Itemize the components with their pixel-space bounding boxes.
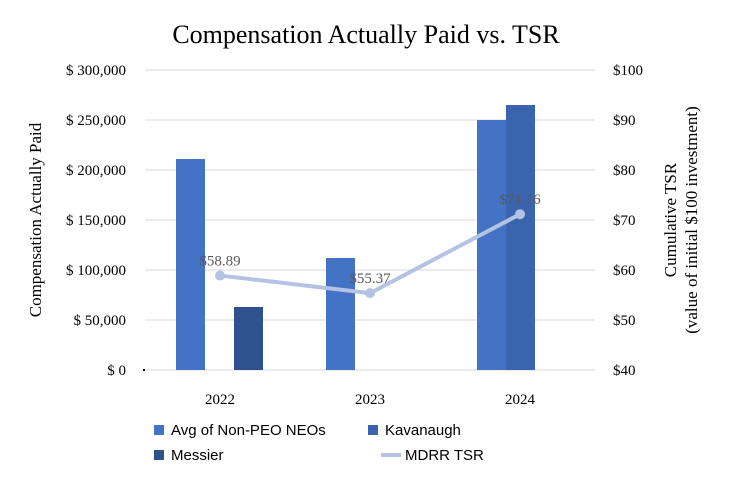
legend-label: Kavanaugh: [385, 422, 461, 439]
legend-label: Avg of Non-PEO NEOs: [171, 422, 326, 439]
y2-axis-ticks: $40 $50 $60 $70 $80 $90 $100: [613, 63, 643, 379]
y2-tick-label: $40: [613, 363, 636, 379]
bar-avg-of-non-peo-neos-2023: [326, 258, 355, 370]
y-tick-label: $ 200,000: [66, 163, 126, 179]
legend-swatch: [154, 425, 164, 435]
y2-tick-label: $50: [613, 313, 636, 329]
y-tick-label: $ 300,000: [66, 63, 126, 79]
axis-origin-mark: [143, 369, 145, 371]
y2-tick-label: $100: [613, 63, 643, 79]
legend-swatch: [368, 425, 378, 435]
tsr-point-2022: [215, 270, 225, 281]
x-tick-label: 2024: [505, 392, 536, 408]
tsr-point-2023: [365, 288, 375, 299]
y-axis-ticks: $ 0 $ 50,000 $ 100,000 $ 150,000 $ 200,000 $ …: [66, 63, 126, 379]
bar-avg-of-non-peo-neos-2022: [176, 159, 205, 370]
bar-messier-2022: [234, 307, 263, 370]
y2-tick-label: $90: [613, 113, 636, 129]
tsr-data-label: $55.37: [349, 271, 391, 287]
y2-axis-title-line2: (value of initial $100 investment): [682, 106, 701, 334]
y-axis-title: Compensation Actually Paid: [26, 122, 45, 317]
y-tick-label: $ 0: [107, 363, 126, 379]
legend-label: Messier: [171, 447, 224, 464]
bar-kavanaugh-2024: [506, 105, 535, 370]
y-tick-label: $ 100,000: [66, 263, 126, 279]
y-tick-label: $ 250,000: [66, 113, 126, 129]
x-tick-label: 2023: [355, 392, 385, 408]
y2-axis-title-line1: Cumulative TSR: [661, 162, 680, 277]
y2-tick-label: $60: [613, 263, 636, 279]
bar-avg-of-non-peo-neos-2024: [477, 120, 506, 370]
y2-tick-label: $70: [613, 213, 636, 229]
x-tick-label: 2022: [205, 392, 235, 408]
legend: Avg of Non-PEO NEOs Kavanaugh Messier MDRR …: [154, 422, 484, 464]
y-tick-label: $ 150,000: [66, 213, 126, 229]
legend-swatch: [154, 450, 164, 460]
legend-label: MDRR TSR: [405, 447, 484, 464]
tsr-data-label: $71.16: [499, 192, 541, 208]
chart-title: Compensation Actually Paid vs. TSR: [172, 20, 560, 49]
gridlines: [143, 69, 595, 371]
bar-marks: [176, 105, 535, 370]
tsr-point-2024: [515, 209, 525, 220]
y2-tick-label: $80: [613, 163, 636, 179]
tsr-data-label: $58.89: [199, 254, 240, 270]
tsr-line-series: $58.89 $55.37 $71.16: [199, 192, 541, 299]
y-tick-label: $ 50,000: [74, 313, 127, 329]
x-axis-ticks: 2022 2023 2024: [205, 392, 536, 408]
